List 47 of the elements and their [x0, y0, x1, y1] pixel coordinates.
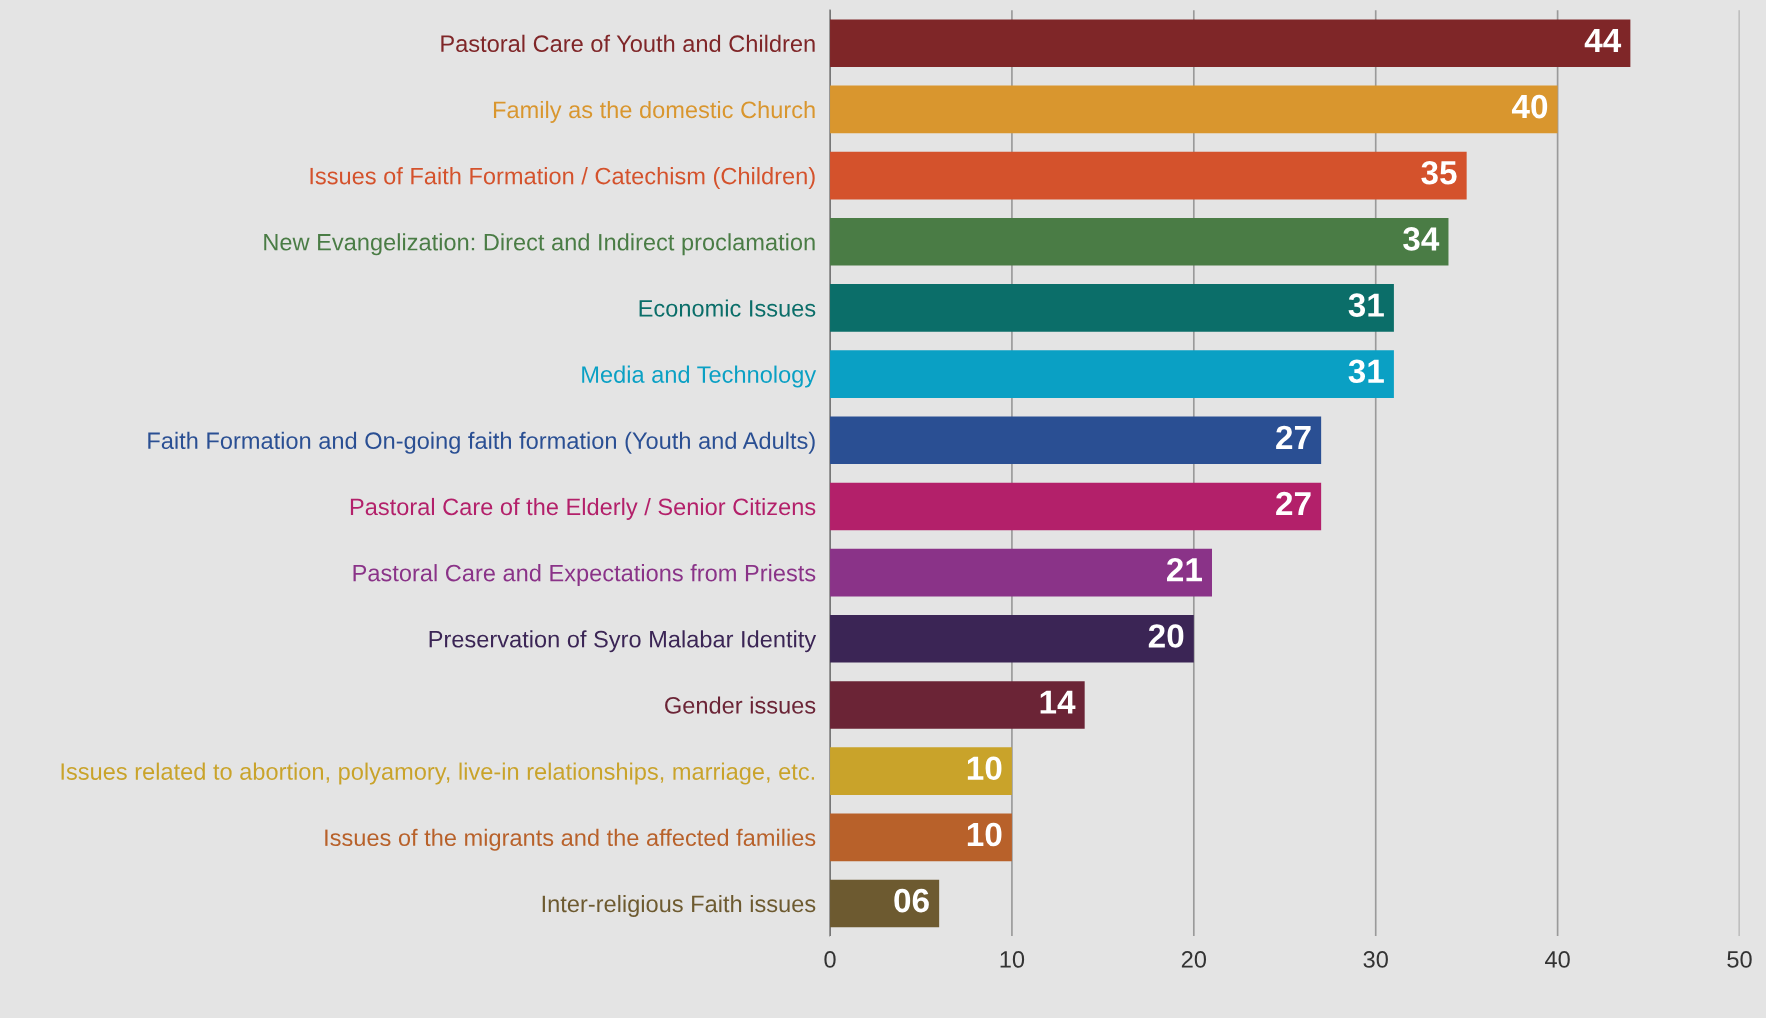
- y-tick-label: Pastoral Care of Youth and Children: [441, 34, 815, 53]
- data-label: 14: [1040, 690, 1076, 714]
- data-label: 21: [1166, 557, 1202, 582]
- data-label: 27: [1276, 425, 1311, 449]
- bar: [830, 85, 1558, 134]
- bar: [830, 747, 1012, 795]
- y-tick-label: Issues of Faith Formation / Catechism (Children): [310, 167, 815, 190]
- y-tick-label: Issues of the migrants and the affected families: [325, 828, 816, 851]
- data-label: 35: [1421, 160, 1457, 185]
- bar: [830, 151, 1467, 200]
- bar: [830, 681, 1085, 729]
- bar: [830, 813, 1012, 862]
- bar: [830, 548, 1213, 597]
- y-tick-label: Media and Technology: [582, 365, 817, 388]
- data-label: 10: [967, 756, 1002, 781]
- y-tick-label: Inter-religious Faith issues: [542, 894, 816, 917]
- bar: [830, 350, 1394, 398]
- x-tick-label: 30: [1363, 951, 1388, 968]
- x-tick-label: 0: [824, 951, 836, 968]
- y-tick-label: Preservation of Syro Malabar Identity: [429, 630, 817, 653]
- y-tick-label: Faith Formation and On-going faith formation (Youth and Adults): [148, 431, 815, 454]
- data-label: 31: [1348, 293, 1384, 317]
- data-label: 27: [1276, 491, 1311, 516]
- x-tick-label: 50: [1727, 951, 1752, 968]
- y-tick-label: Issues related to abortion, polyamory, live-in relationships, marriage, etc.: [61, 762, 815, 785]
- data-label: 40: [1511, 94, 1548, 119]
- x-tick-label: 40: [1545, 951, 1570, 968]
- y-tick-label: New Evangelization: Direct and Indirect proclamation: [264, 233, 815, 256]
- data-label: 44: [1584, 28, 1622, 52]
- bar: [830, 284, 1394, 332]
- x-tick-label: 10: [1000, 951, 1025, 968]
- data-label: 34: [1403, 227, 1440, 251]
- data-label: 06: [894, 888, 929, 913]
- data-label: 20: [1148, 624, 1184, 648]
- y-tick-label: Family as the domestic Church: [493, 100, 815, 123]
- bar: [830, 217, 1449, 266]
- bar: [830, 614, 1194, 663]
- bar: [830, 482, 1322, 531]
- x-tick-label: 20: [1181, 951, 1207, 968]
- y-tick-label: Pastoral Care and Expectations from Priests: [353, 564, 816, 587]
- data-label: 10: [967, 822, 1002, 847]
- data-label: 31: [1348, 359, 1384, 384]
- bar: [830, 416, 1322, 465]
- bar: [830, 19, 1631, 68]
- y-tick-label: Economic Issues: [639, 299, 816, 317]
- y-tick-label: Pastoral Care of the Elderly / Senior Citizens: [350, 497, 816, 520]
- y-tick-label: Gender issues: [665, 696, 816, 714]
